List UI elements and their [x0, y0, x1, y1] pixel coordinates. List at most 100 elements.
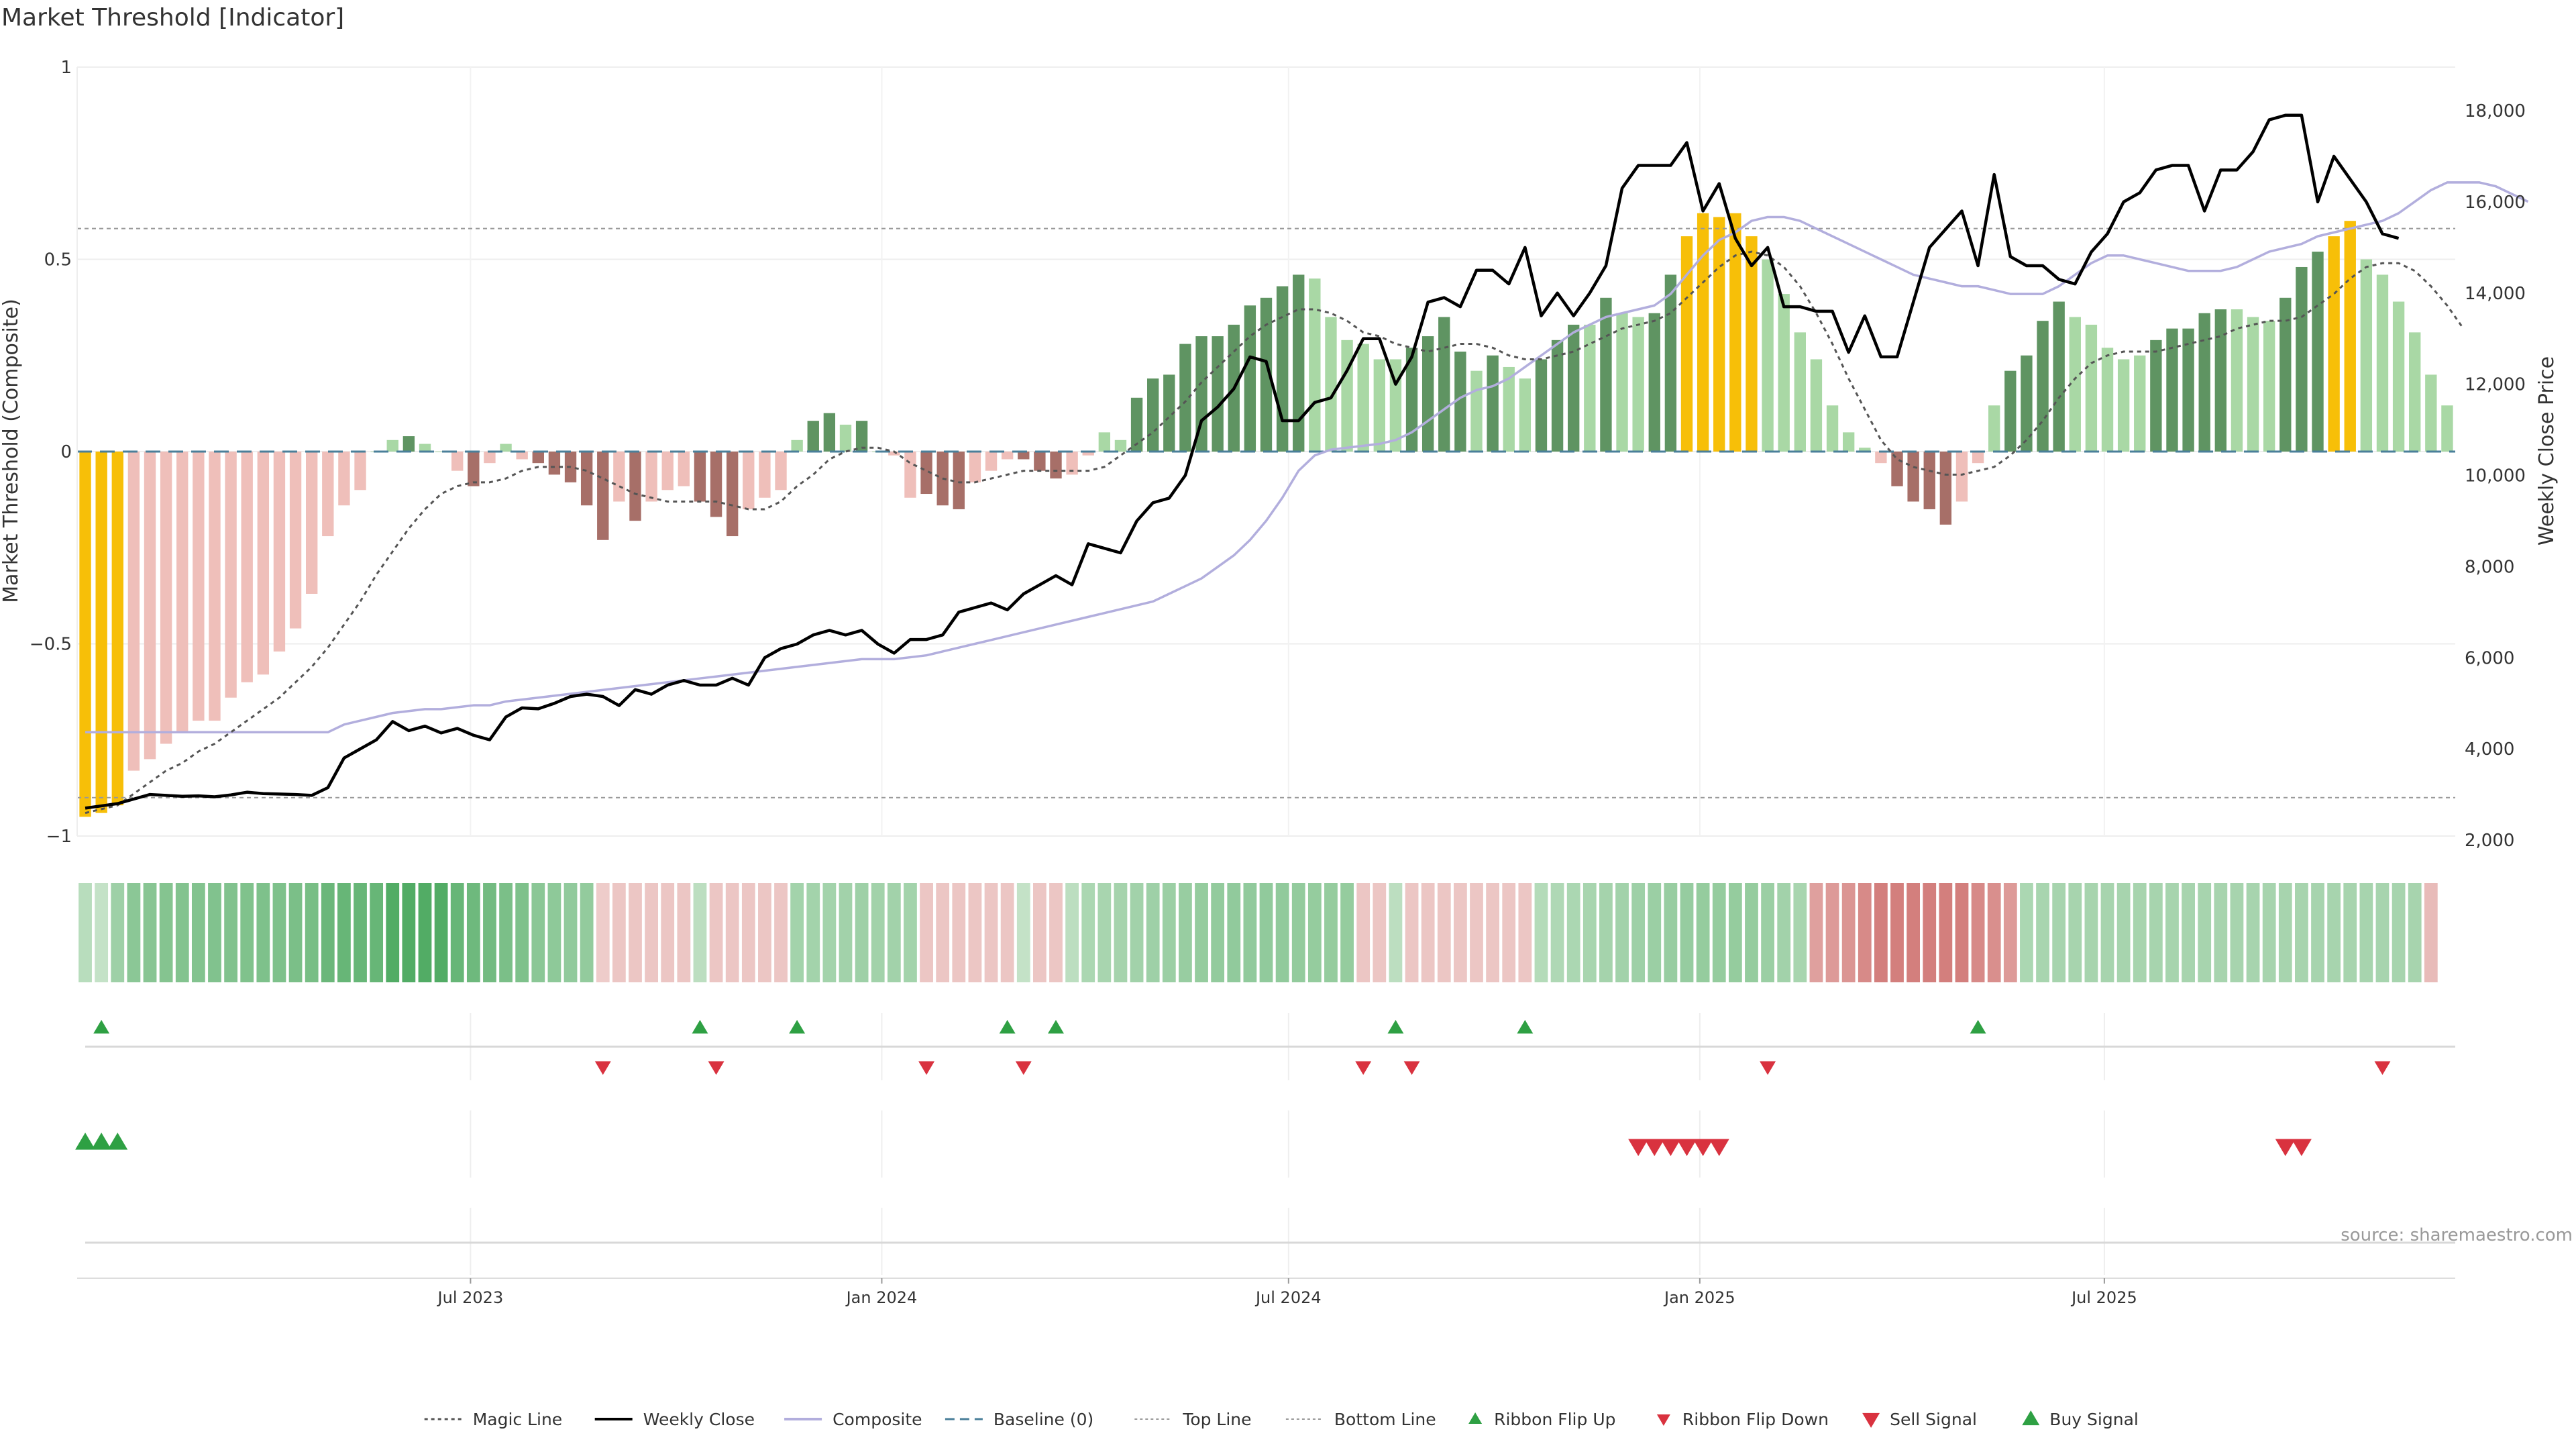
threshold-bar — [257, 452, 270, 675]
threshold-bar — [1130, 397, 1143, 452]
threshold-bar — [661, 452, 674, 490]
ribbon-cell — [1955, 883, 1969, 982]
threshold-bar — [532, 452, 544, 464]
threshold-bar — [2360, 259, 2373, 452]
threshold-bars — [79, 213, 2453, 817]
ribbon-cell — [2278, 883, 2292, 982]
threshold-bar — [2328, 236, 2340, 452]
threshold-bar — [160, 452, 172, 744]
ribbon-cell — [1032, 883, 1046, 982]
threshold-bar — [710, 452, 722, 517]
ribbon-cell — [1858, 883, 1872, 982]
ribbon-cell — [661, 883, 675, 982]
y2-tick-label: 12,000 — [2465, 375, 2526, 395]
threshold-bar — [419, 444, 431, 452]
threshold-bar — [2409, 332, 2421, 452]
y2-tick-label: 4,000 — [2465, 739, 2514, 760]
threshold-bar — [225, 452, 237, 698]
ribbon-cell — [2020, 883, 2033, 982]
sell-signal-marker — [1709, 1139, 1729, 1156]
ribbon-strip — [78, 883, 2438, 982]
ribbon-cell — [499, 883, 513, 982]
threshold-bar — [2376, 274, 2389, 452]
ribbon-cell — [1841, 883, 1856, 982]
ribbon-flip-down-marker — [594, 1061, 611, 1075]
ribbon-flip-up-marker — [1517, 1020, 1534, 1034]
legend: Magic Line Weekly Close Composite Baseline … — [424, 1410, 2139, 1429]
threshold-bar — [1632, 317, 1644, 452]
threshold-bar — [2182, 328, 2194, 452]
threshold-bar — [580, 452, 593, 506]
legend-label: Ribbon Flip Up — [1494, 1410, 1615, 1429]
y2-tick-label: 2,000 — [2465, 831, 2514, 851]
ribbon-flip-down-marker — [1355, 1061, 1372, 1075]
legend-item: Sell Signal — [1862, 1410, 1977, 1429]
ribbon-cell — [1454, 883, 1467, 982]
ribbon-cell — [564, 883, 578, 982]
threshold-bar — [1309, 278, 1321, 452]
threshold-bar — [2004, 370, 2017, 452]
threshold-bar — [1293, 274, 1305, 452]
threshold-bar — [1487, 355, 1499, 452]
ribbon-cell — [1000, 883, 1014, 982]
ribbon-cell — [354, 883, 367, 982]
ribbon-cell — [1534, 883, 1548, 982]
ribbon-cell — [1340, 883, 1354, 982]
ribbon-cell — [1291, 883, 1305, 982]
threshold-bar — [775, 452, 787, 490]
threshold-bar — [402, 436, 415, 452]
threshold-bar — [1697, 213, 1709, 452]
ribbon-cell — [1777, 883, 1791, 982]
source-label: source: sharemaestro.com — [2341, 1225, 2573, 1245]
ribbon-cell — [984, 883, 998, 982]
ribbon-cell — [208, 883, 221, 982]
ribbon-cell — [1696, 883, 1710, 982]
threshold-bar — [855, 421, 868, 452]
ribbon-cell — [418, 883, 432, 982]
ribbon-cell — [1211, 883, 1225, 982]
ribbon-cell — [1987, 883, 2001, 982]
legend-swatch — [1468, 1412, 1483, 1424]
legend-label: Ribbon Flip Down — [1682, 1410, 1829, 1429]
ribbon-cell — [1097, 883, 1112, 982]
threshold-bar — [969, 452, 981, 482]
ribbon-cell — [272, 883, 286, 982]
ribbon-cell — [2392, 883, 2406, 982]
threshold-bar — [1082, 452, 1094, 456]
threshold-bar — [289, 452, 302, 629]
ribbon-cell — [1259, 883, 1273, 982]
threshold-bar — [839, 424, 852, 452]
threshold-bar — [1794, 332, 1806, 452]
threshold-bar — [985, 452, 998, 471]
legend-item: Weekly Close — [594, 1410, 755, 1429]
ribbon-cell — [1081, 883, 1095, 982]
ribbon-cell — [1939, 883, 1953, 982]
threshold-bar — [1826, 405, 1839, 452]
ribbon-cell — [337, 883, 351, 982]
threshold-bar — [1503, 366, 1515, 452]
ribbon-cell — [2052, 883, 2066, 982]
ribbon-flip-down-marker — [918, 1061, 935, 1075]
threshold-bar — [743, 452, 755, 509]
legend-item: Ribbon Flip Up — [1468, 1410, 1616, 1429]
ribbon-cell — [288, 883, 303, 982]
threshold-bar — [1600, 297, 1612, 452]
threshold-bar — [468, 452, 480, 486]
ribbon-cell — [2214, 883, 2228, 982]
y-tick-label: −0.5 — [30, 635, 72, 655]
ribbon-cell — [2295, 883, 2308, 982]
ribbon-cell — [887, 883, 901, 982]
ribbon-cell — [1146, 883, 1160, 982]
threshold-bar — [2263, 321, 2275, 452]
ribbon-cell — [1016, 883, 1030, 982]
ribbon-cell — [1648, 883, 1662, 982]
threshold-bar — [79, 452, 91, 817]
threshold-bar — [144, 452, 156, 760]
threshold-bar — [1907, 452, 1919, 502]
sell-signal-marker — [1660, 1139, 1681, 1156]
ribbon-cell — [2100, 883, 2114, 982]
threshold-bar — [1244, 305, 1256, 452]
ribbon-cell — [547, 883, 561, 982]
ribbon-cell — [1049, 883, 1063, 982]
